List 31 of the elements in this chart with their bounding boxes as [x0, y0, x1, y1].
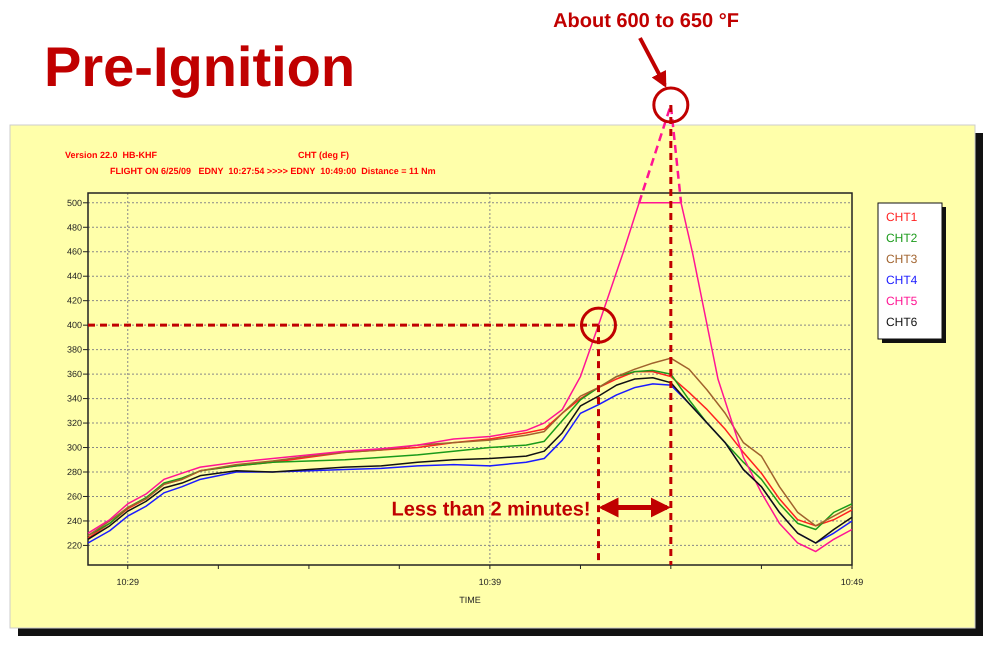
chart-title: Pre-Ignition: [44, 35, 356, 98]
text: CHT3: [886, 252, 918, 266]
y-tick-label: 220: [66, 540, 82, 550]
text: About 600 to 650 °F: [553, 10, 739, 32]
x-axis-title: TIME: [459, 595, 481, 605]
y-tick-label: 340: [66, 394, 82, 404]
y-tick-label: 320: [66, 418, 82, 428]
y-tick-label: 260: [66, 491, 82, 502]
text: CHT4: [886, 273, 918, 287]
text: CHT5: [886, 294, 918, 308]
y-tick-label: 480: [66, 222, 82, 232]
text: Version 22.0 HB-KHF: [65, 150, 158, 160]
text: CHT6: [886, 315, 918, 329]
text: FLIGHT ON 6/25/09 EDNY 10:27:54 >>>> EDNY 10:49:00 Distance = 11 Nm: [110, 166, 436, 176]
y-tick-label: 300: [66, 442, 82, 453]
y-tick-label: 460: [66, 246, 82, 257]
y-tick-label: 280: [66, 467, 82, 477]
y-tick-label: 500: [66, 198, 82, 208]
text: CHT1: [886, 210, 918, 224]
y-tick-label: 400: [66, 320, 82, 330]
x-tick-label: 10:39: [478, 577, 502, 587]
x-tick-label: 10:29: [116, 577, 140, 587]
x-tick-label: 10:49: [840, 577, 864, 587]
y-tick-label: 360: [66, 369, 82, 380]
y-tick-label: 380: [66, 344, 82, 355]
y-tick-label: 420: [66, 296, 82, 306]
y-axis-title: CHT (deg F): [298, 150, 349, 160]
y-tick-label: 440: [66, 271, 82, 282]
y-tick-label: 240: [66, 516, 82, 526]
annotation: Less than 2 minutes!: [392, 498, 590, 520]
text: CHT2: [886, 231, 918, 245]
